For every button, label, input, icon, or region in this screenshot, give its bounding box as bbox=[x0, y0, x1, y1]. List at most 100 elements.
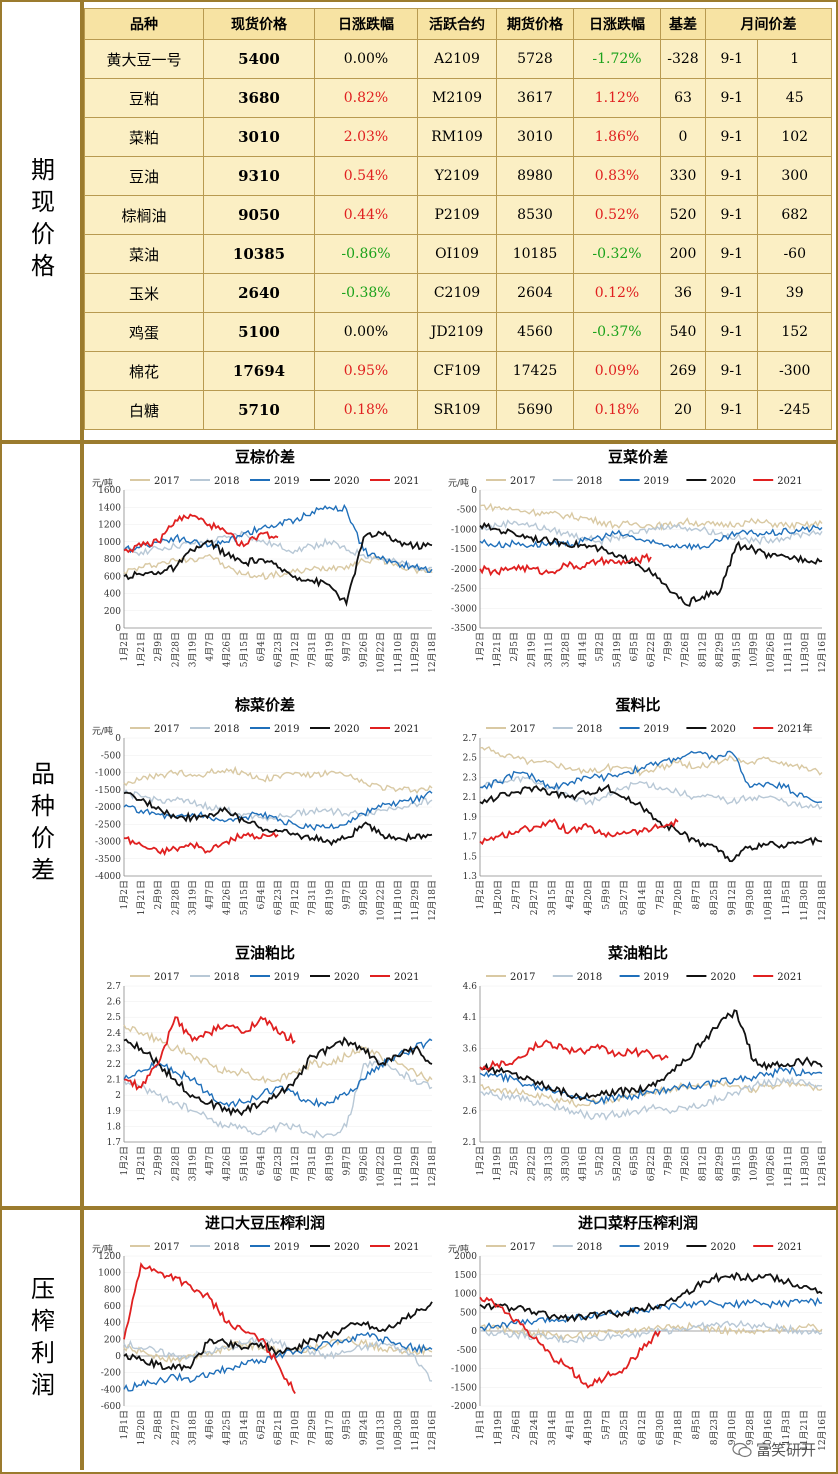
cell-name: 豆油 bbox=[84, 156, 204, 196]
y-tick-label: 2.6 bbox=[463, 1107, 478, 1117]
legend-label: 2019 bbox=[644, 476, 669, 487]
x-tick-label: 2月24日 bbox=[529, 1410, 540, 1445]
series-line-2019 bbox=[479, 1065, 823, 1106]
x-tick-label: 11月10日 bbox=[393, 880, 404, 921]
series-line-2017 bbox=[123, 1024, 433, 1084]
cell-futures-price: 17425 bbox=[496, 351, 574, 391]
cell-futures-price: 10185 bbox=[496, 234, 574, 274]
cell-spot-change: 0.00% bbox=[314, 312, 418, 352]
x-tick-label: 9月28日 bbox=[745, 1410, 756, 1445]
x-tick-label: 7月31日 bbox=[307, 1146, 318, 1181]
cell-month-pair: 9-1 bbox=[704, 39, 759, 79]
x-tick-label: 12月18日 bbox=[427, 1146, 438, 1187]
x-tick-label: 11月10日 bbox=[393, 632, 404, 673]
legend-label: 2018 bbox=[577, 972, 602, 983]
x-tick-label: 3月14日 bbox=[547, 1410, 558, 1445]
cell-futures-price: 2604 bbox=[496, 273, 574, 313]
legend-label: 2018 bbox=[214, 724, 239, 735]
y-tick-label: 2.7 bbox=[107, 982, 122, 992]
y-tick-label: 800 bbox=[104, 555, 121, 565]
y-tick-label: 1500 bbox=[454, 1271, 477, 1281]
x-tick-label: 5月2日 bbox=[595, 632, 606, 661]
legend-label: 2020 bbox=[710, 1242, 735, 1253]
x-tick-label: 11月30日 bbox=[800, 632, 811, 673]
cell-name: 棉花 bbox=[84, 351, 204, 391]
x-tick-label: 1月1日 bbox=[475, 1410, 486, 1439]
cell-month-spread: 45 bbox=[757, 78, 832, 118]
x-tick-label: 3月28日 bbox=[561, 632, 572, 667]
y-tick-label: 1200 bbox=[98, 521, 121, 531]
series-line-2017 bbox=[479, 746, 823, 777]
x-tick-label: 8月25日 bbox=[709, 880, 720, 915]
cell-basis: 63 bbox=[660, 78, 706, 118]
legend-label: 2018 bbox=[577, 476, 602, 487]
chart-rape-crush-profit: 进口菜籽压榨利润 2017 2018 2019 2020 2021 元/吨 2000 1500 1… bbox=[446, 1212, 830, 1468]
y-tick-label: 1.3 bbox=[463, 872, 478, 882]
x-tick-label: 4月26日 bbox=[222, 1146, 233, 1181]
legend-label: 2017 bbox=[510, 972, 535, 983]
table-row: 棕榈油 9050 0.44% P2109 8530 0.52% 520 9-1 682 bbox=[84, 195, 832, 235]
cell-month-spread: 682 bbox=[757, 195, 832, 235]
chart-svg: 2017 2018 2019 2020 2021 元/吨0 -500 -1000 -1500 -2… bbox=[92, 724, 438, 921]
x-tick-label: 8月29日 bbox=[714, 1146, 725, 1181]
cell-futures-change: 0.09% bbox=[573, 351, 661, 391]
series-line-2017 bbox=[479, 1078, 823, 1108]
series-line-2018 bbox=[479, 519, 823, 546]
y-tick-label: -3000 bbox=[451, 604, 477, 614]
chart-rapeoil-meal-ratio: 菜油粕比 2017 2018 2019 2020 2021 4.6 4.1 3.6 3.1 2.6 2… bbox=[446, 942, 830, 1204]
y-tick-label: 1200 bbox=[98, 1252, 121, 1262]
x-tick-label: 7月26日 bbox=[680, 1146, 691, 1181]
y-tick-label: 2.3 bbox=[463, 773, 478, 783]
series-line-2018 bbox=[479, 1076, 822, 1121]
chart-svg: 2017 2018 2019 2020 2021年 2.7 2.5 2.3 2.1 1.9 1.7 1… bbox=[463, 722, 828, 921]
x-tick-label: 10月22日 bbox=[376, 880, 387, 921]
x-tick-label: 7月31日 bbox=[307, 880, 318, 915]
chart-title: 豆菜价差 bbox=[607, 448, 668, 466]
legend-label: 2017 bbox=[510, 476, 535, 487]
series-line-2018 bbox=[479, 776, 823, 810]
cell-futures-change: 0.18% bbox=[573, 390, 661, 430]
cell-spot-change: 0.00% bbox=[314, 39, 418, 79]
x-tick-label: 9月5日 bbox=[341, 1410, 352, 1439]
col-header: 活跃合约 bbox=[417, 8, 497, 40]
unit-label: 元/吨 bbox=[448, 1243, 469, 1255]
y-tick-label: 2.7 bbox=[463, 734, 478, 744]
cell-basis: 540 bbox=[660, 312, 706, 352]
x-tick-label: 10月9日 bbox=[749, 632, 760, 667]
y-tick-label: -2000 bbox=[451, 1402, 477, 1412]
y-tick-label: 1.9 bbox=[107, 1107, 122, 1117]
cell-month-pair: 9-1 bbox=[704, 390, 759, 430]
cell-futures-price: 8530 bbox=[496, 195, 574, 235]
legend-label: 2017 bbox=[154, 972, 179, 983]
x-tick-label: 6月4日 bbox=[256, 632, 267, 661]
table-header-row: 品种 现货价格 日涨跌幅 活跃合约 期货价格 日涨跌幅 基差 月间价差 bbox=[84, 8, 832, 40]
y-tick-label: -3000 bbox=[95, 838, 121, 848]
cell-contract: OI109 bbox=[417, 234, 497, 274]
cell-name: 白糖 bbox=[84, 390, 204, 430]
x-tick-label: 2月28日 bbox=[170, 1146, 181, 1181]
y-tick-label: -600 bbox=[101, 1402, 121, 1412]
table-row: 鸡蛋 5100 0.00% JD2109 4560 -0.37% 540 9-1 152 bbox=[84, 312, 832, 352]
x-tick-label: 10月26日 bbox=[766, 1146, 777, 1187]
cell-month-spread: 102 bbox=[757, 117, 832, 157]
y-tick-label: -1500 bbox=[451, 1383, 477, 1393]
x-tick-label: 9月10日 bbox=[727, 1410, 738, 1445]
x-tick-label: 1月21日 bbox=[136, 1146, 147, 1181]
series-line-2019 bbox=[123, 1331, 433, 1392]
legend-label: 2020 bbox=[334, 476, 359, 487]
x-tick-label: 1月2日 bbox=[475, 632, 486, 661]
y-tick-label: 400 bbox=[104, 1319, 121, 1329]
x-tick-label: 3月11日 bbox=[543, 632, 554, 667]
cell-spot-change: 2.03% bbox=[314, 117, 418, 157]
cell-contract: JD2109 bbox=[417, 312, 497, 352]
x-tick-label: 5月14日 bbox=[239, 1410, 250, 1445]
series-line-2021 bbox=[124, 1015, 296, 1091]
cell-month-spread: -60 bbox=[757, 234, 832, 274]
cell-name: 菜油 bbox=[84, 234, 204, 274]
series-line-2018 bbox=[123, 789, 433, 822]
cell-futures-price: 5728 bbox=[496, 39, 574, 79]
cell-name: 豆粕 bbox=[84, 78, 204, 118]
cell-name: 菜粕 bbox=[84, 117, 204, 157]
series-line-2021 bbox=[123, 831, 279, 857]
